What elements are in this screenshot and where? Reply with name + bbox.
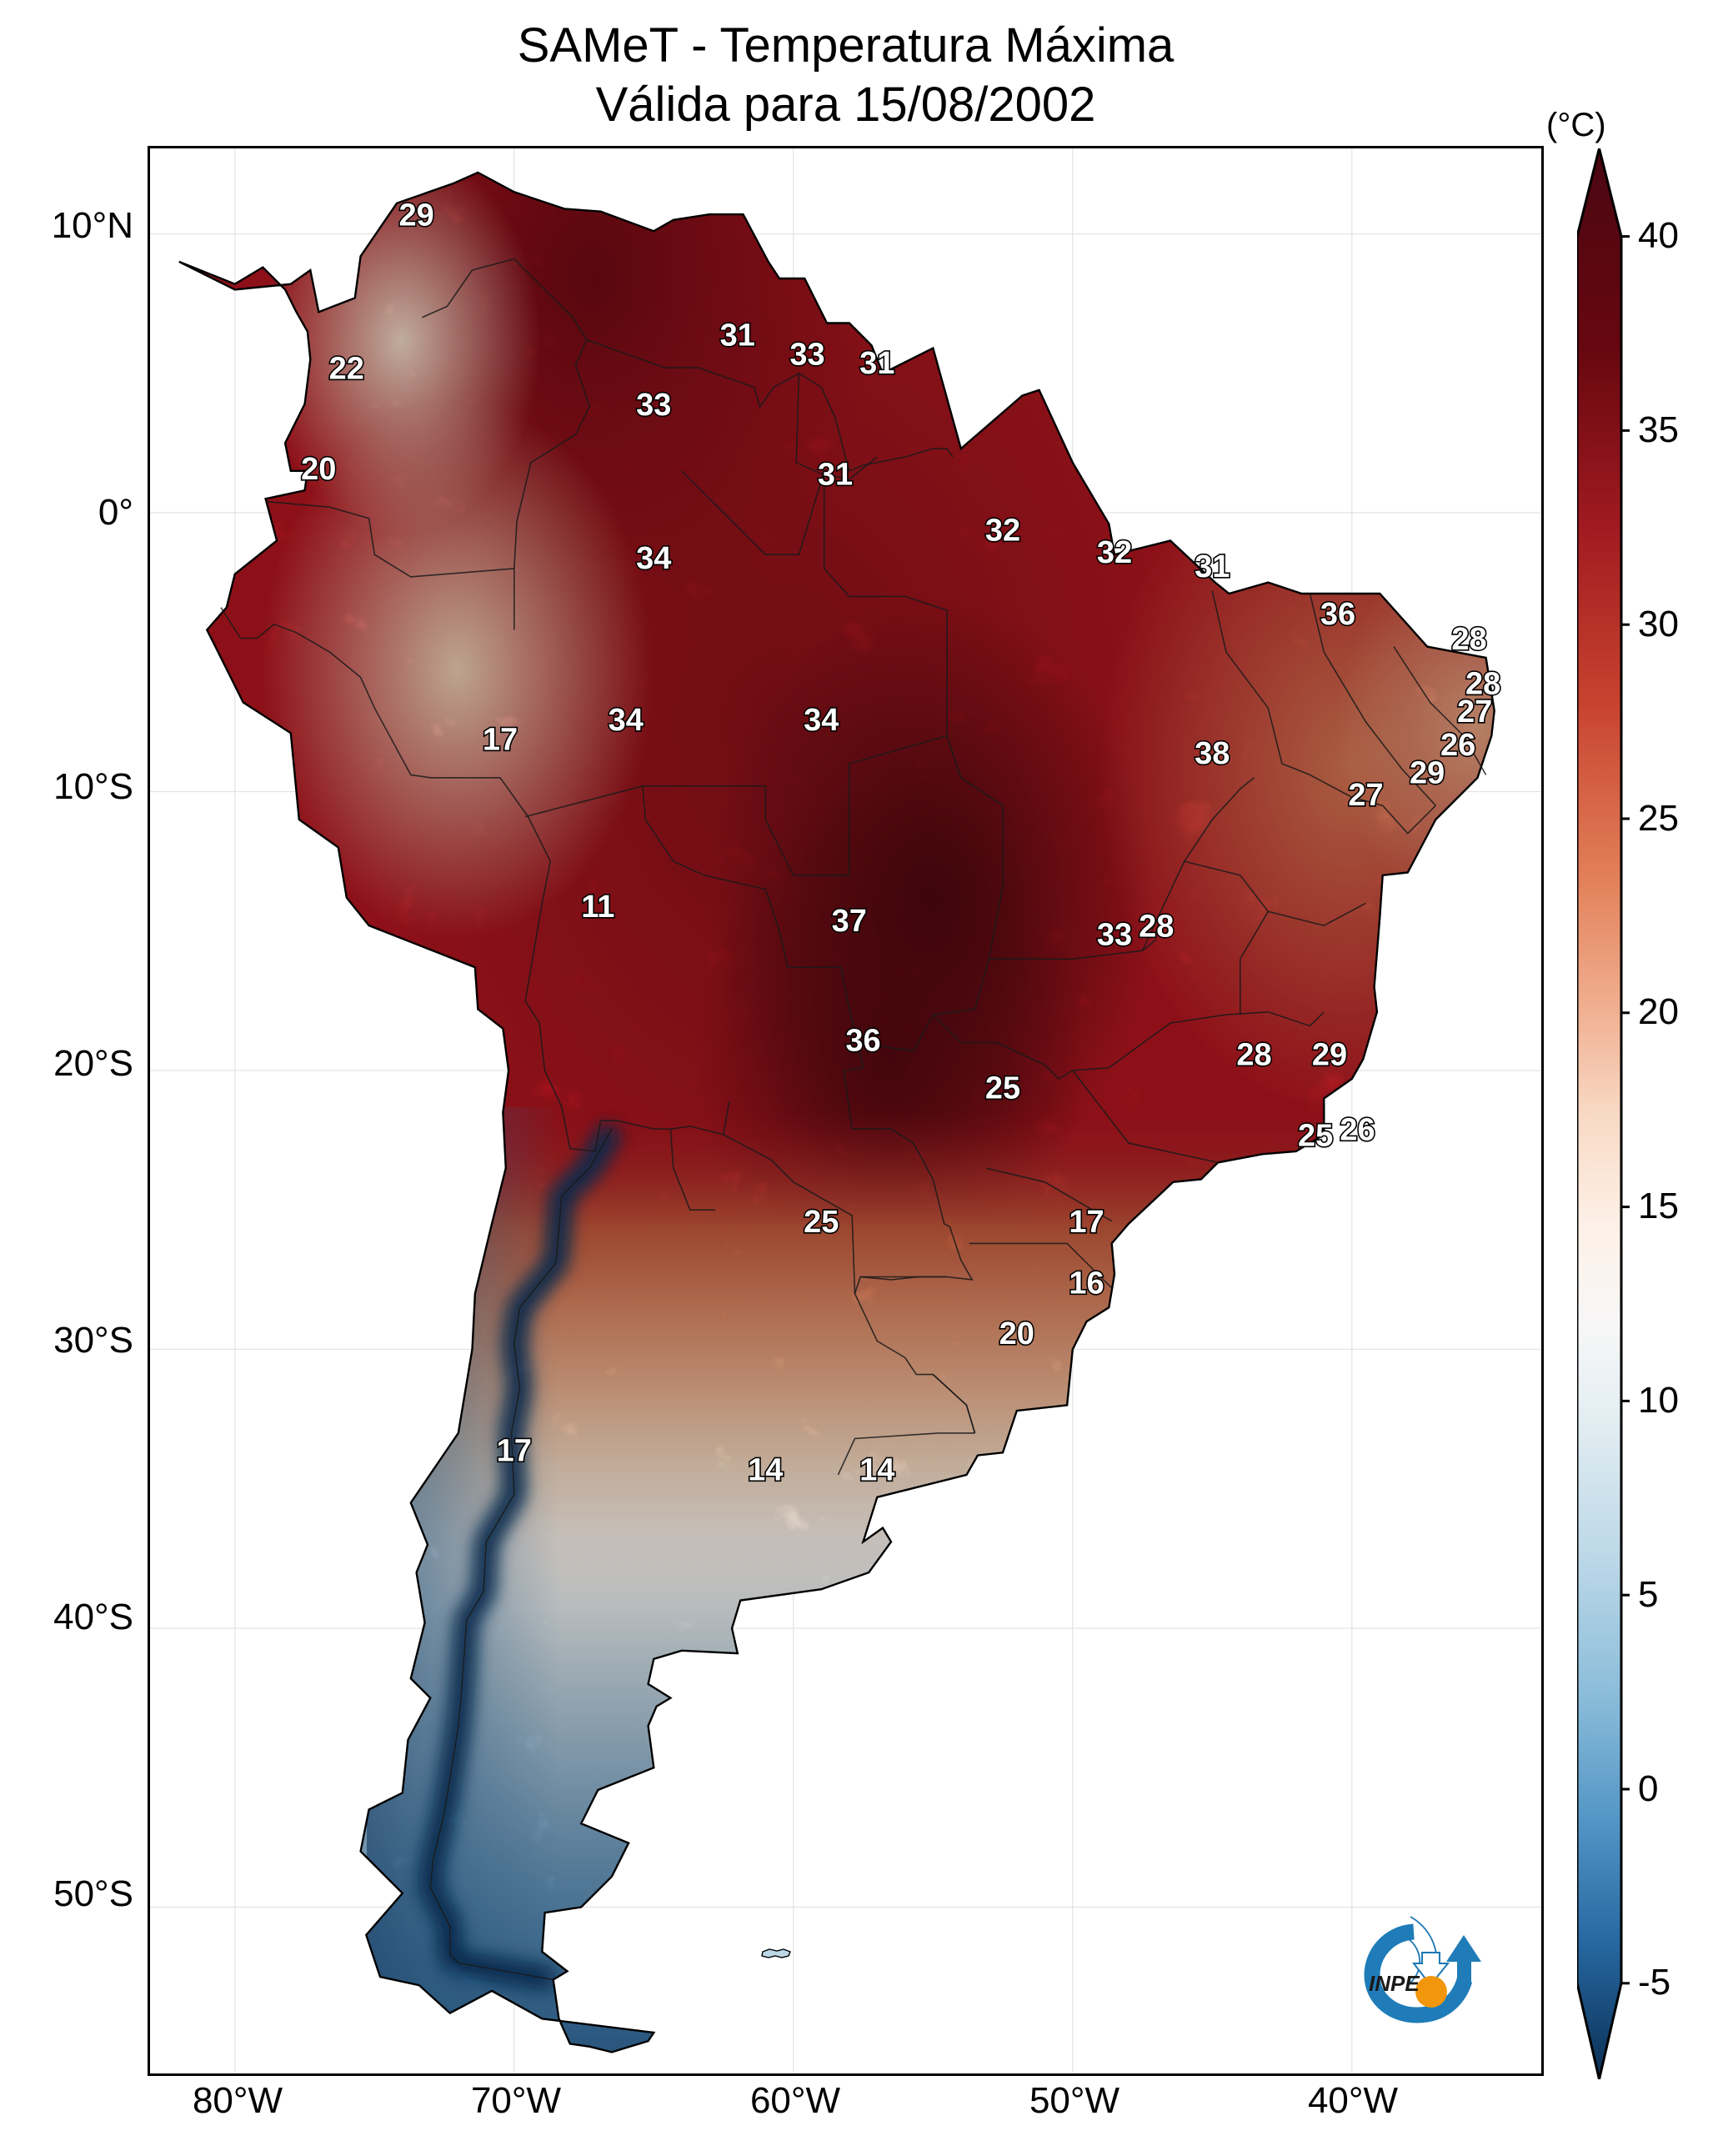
svg-text:28: 28 <box>1451 622 1486 657</box>
svg-text:27: 27 <box>1348 778 1383 813</box>
svg-text:31: 31 <box>818 458 853 493</box>
svg-text:17: 17 <box>483 722 518 757</box>
svg-text:33: 33 <box>1097 918 1132 953</box>
svg-text:17: 17 <box>1069 1205 1104 1240</box>
svg-text:14: 14 <box>748 1453 783 1488</box>
svg-text:38: 38 <box>1195 736 1230 771</box>
svg-text:34: 34 <box>636 541 671 576</box>
svg-text:31: 31 <box>1195 549 1230 584</box>
svg-text:14: 14 <box>859 1453 894 1488</box>
svg-text:25: 25 <box>804 1205 839 1240</box>
svg-text:20: 20 <box>301 452 336 487</box>
svg-text:36: 36 <box>1320 597 1355 632</box>
svg-text:22: 22 <box>329 351 364 386</box>
svg-text:16: 16 <box>1069 1266 1104 1301</box>
svg-text:20: 20 <box>999 1316 1034 1351</box>
svg-text:25: 25 <box>1298 1118 1333 1153</box>
svg-text:29: 29 <box>1312 1037 1347 1072</box>
svg-text:26: 26 <box>1440 728 1475 763</box>
svg-text:31: 31 <box>859 346 894 381</box>
svg-text:37: 37 <box>832 904 867 939</box>
svg-text:34: 34 <box>609 703 644 738</box>
svg-text:27: 27 <box>1457 694 1492 730</box>
svg-text:29: 29 <box>1410 756 1445 791</box>
svg-text:33: 33 <box>789 338 824 373</box>
svg-text:11: 11 <box>581 890 614 925</box>
svg-text:29: 29 <box>398 198 433 233</box>
svg-text:31: 31 <box>720 318 755 353</box>
svg-text:34: 34 <box>804 703 839 738</box>
svg-text:26: 26 <box>1340 1113 1375 1148</box>
svg-text:28: 28 <box>1139 909 1174 944</box>
svg-text:36: 36 <box>845 1024 880 1059</box>
svg-text:33: 33 <box>636 388 671 423</box>
svg-text:28: 28 <box>1236 1037 1271 1072</box>
svg-text:25: 25 <box>985 1071 1020 1106</box>
svg-text:32: 32 <box>1097 535 1132 570</box>
svg-text:32: 32 <box>985 514 1020 549</box>
svg-text:INPE: INPE <box>1369 1971 1420 1996</box>
svg-text:17: 17 <box>497 1433 532 1468</box>
